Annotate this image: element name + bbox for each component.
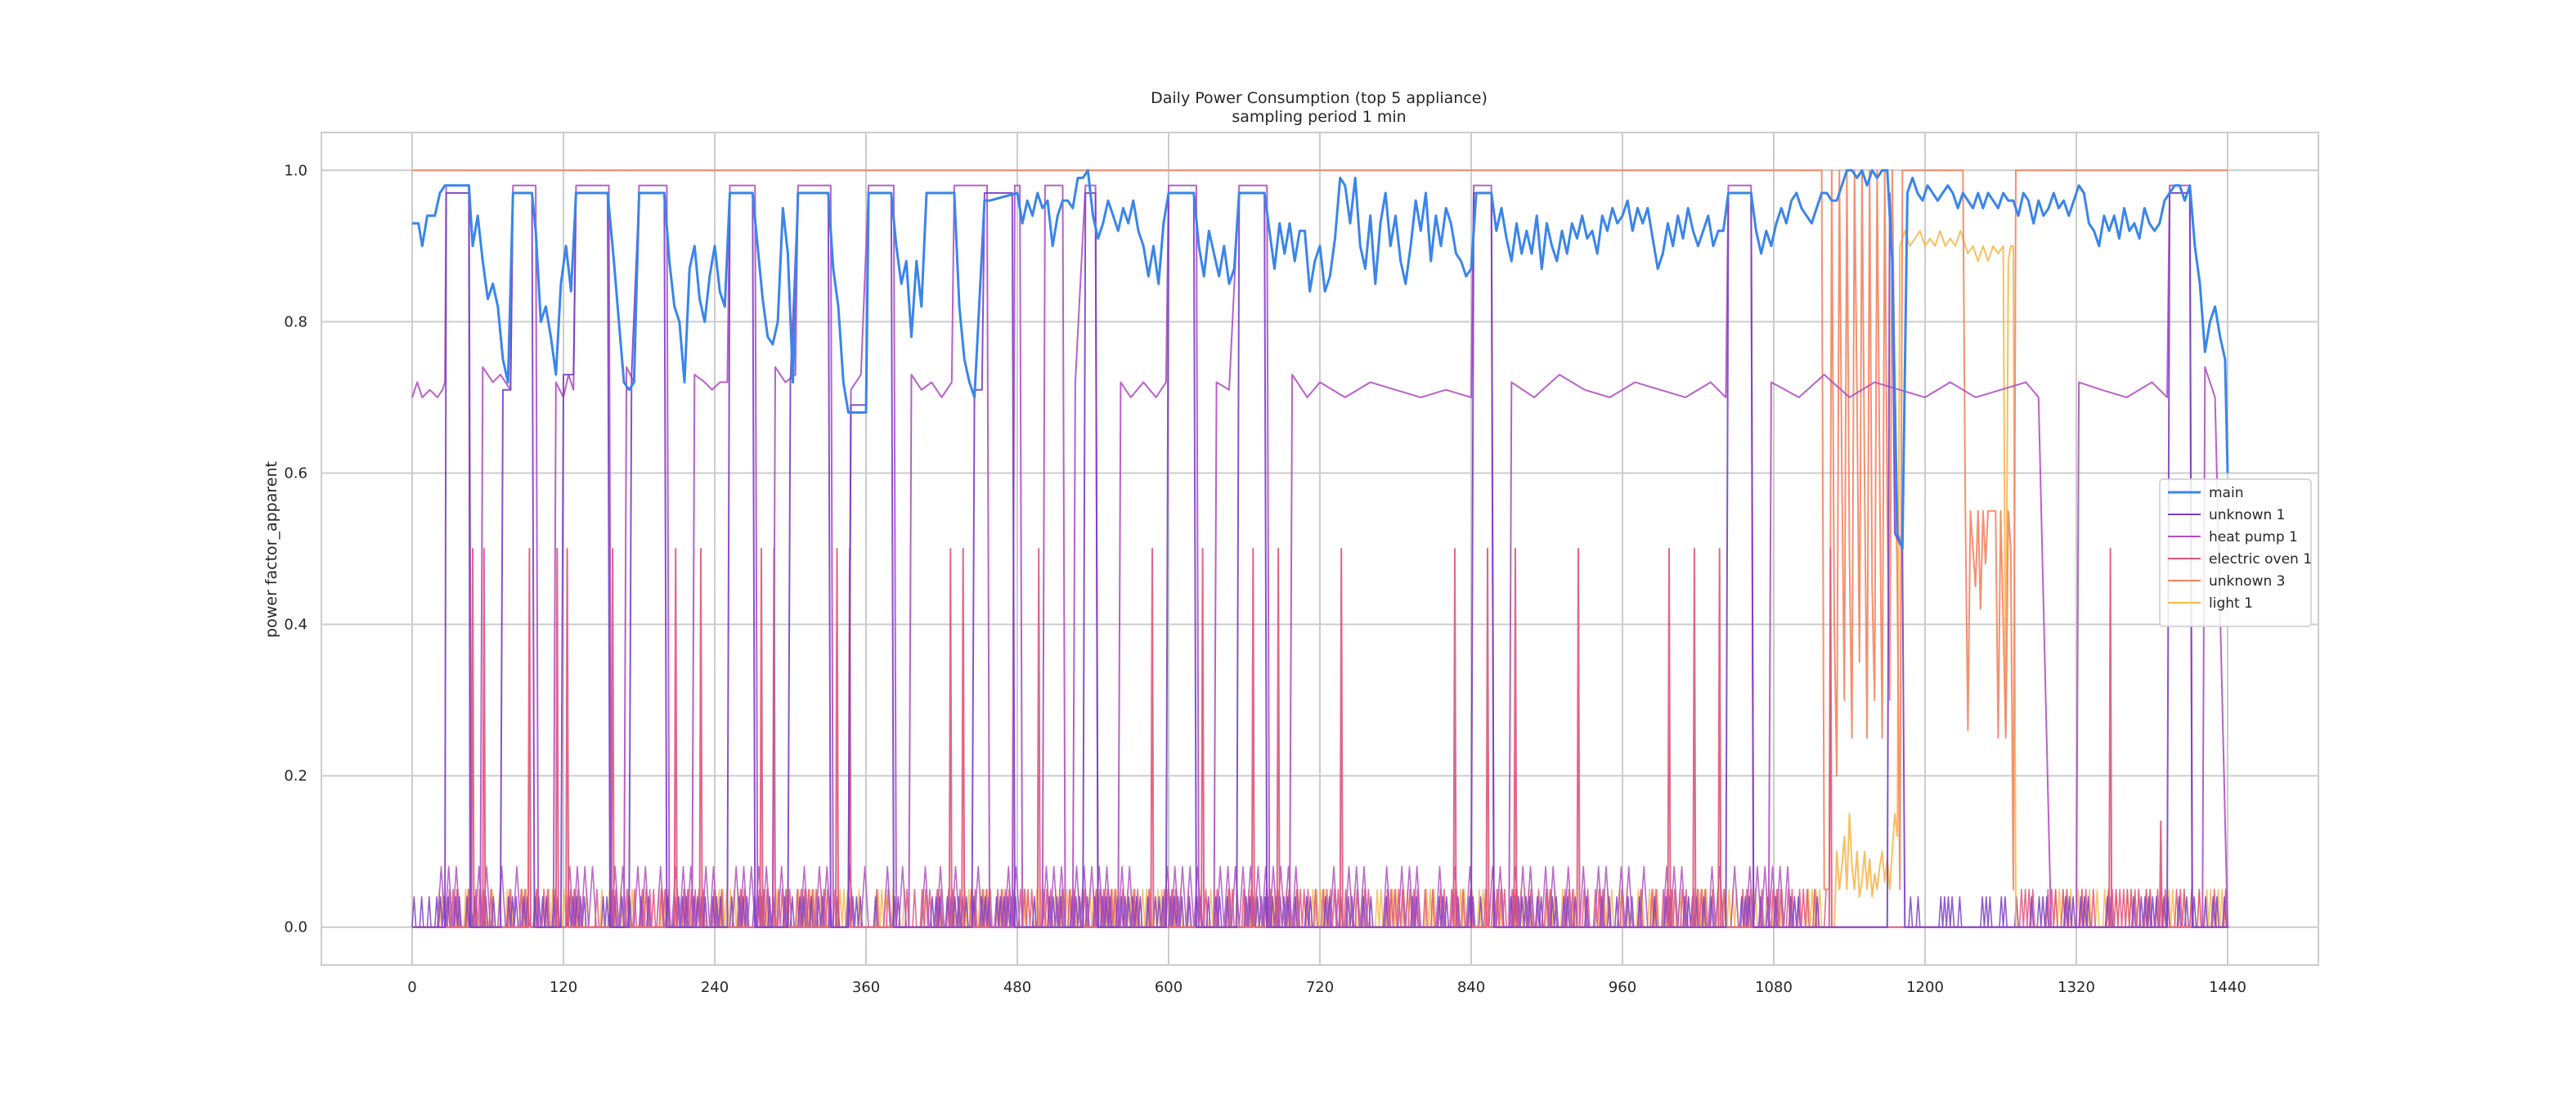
x-tick-label: 1200 [1906, 979, 1944, 996]
plot-frame [321, 132, 2319, 966]
series-line-light-1 [412, 230, 2228, 928]
legend: main unknown 1 heat pump 1 electric oven 1 u… [2159, 478, 2312, 627]
legend-label: heat pump 1 [2209, 529, 2298, 545]
x-tick-label: 480 [1003, 979, 1031, 996]
x-tick-label: 240 [701, 979, 729, 996]
y-tick-labels: 0.0 0.2 0.4 0.6 0.8 1.0 [284, 162, 307, 936]
y-tick-label: 0.4 [284, 617, 307, 634]
series-line-heat-pump-1 [411, 184, 2228, 928]
y-tick-label: 0.6 [284, 464, 307, 482]
legend-label: unknown 3 [2209, 573, 2285, 590]
legend-box [2159, 478, 2312, 627]
legend-label: unknown 1 [2209, 507, 2285, 523]
series-lines [411, 168, 2230, 928]
y-tick-label: 1.0 [284, 162, 307, 179]
x-tick-label: 360 [852, 979, 880, 996]
x-tick-label: 0 [407, 979, 416, 996]
x-tick-label: 720 [1306, 979, 1334, 996]
legend-label: light 1 [2209, 595, 2253, 612]
legend-label: electric oven 1 [2209, 551, 2312, 568]
series-line-unknown-3 [412, 169, 2228, 891]
legend-label: main [2209, 485, 2243, 501]
x-tick-label: 1080 [1755, 979, 1793, 996]
series-line-main [412, 168, 2229, 550]
x-tick-label: 1440 [2209, 979, 2246, 996]
y-tick-label: 0.0 [284, 919, 307, 936]
x-tick-label: 840 [1457, 979, 1485, 996]
x-tick-label: 1320 [2058, 979, 2095, 996]
x-tick-label: 600 [1155, 979, 1183, 996]
y-tick-label: 0.2 [284, 768, 307, 785]
x-tick-label: 960 [1609, 979, 1636, 996]
x-tick-label: 120 [550, 979, 577, 996]
x-tick-labels: 0 120 240 360 480 600 720 840 960 1080 1200 1320 144… [407, 979, 2246, 996]
chart-subtitle: sampling period 1 min [1232, 108, 1406, 126]
y-axis-label: power factor_apparent [263, 461, 280, 638]
y-tick-label: 0.8 [284, 313, 307, 330]
chart-title: Daily Power Consumption (top 5 appliance… [1151, 89, 1488, 107]
